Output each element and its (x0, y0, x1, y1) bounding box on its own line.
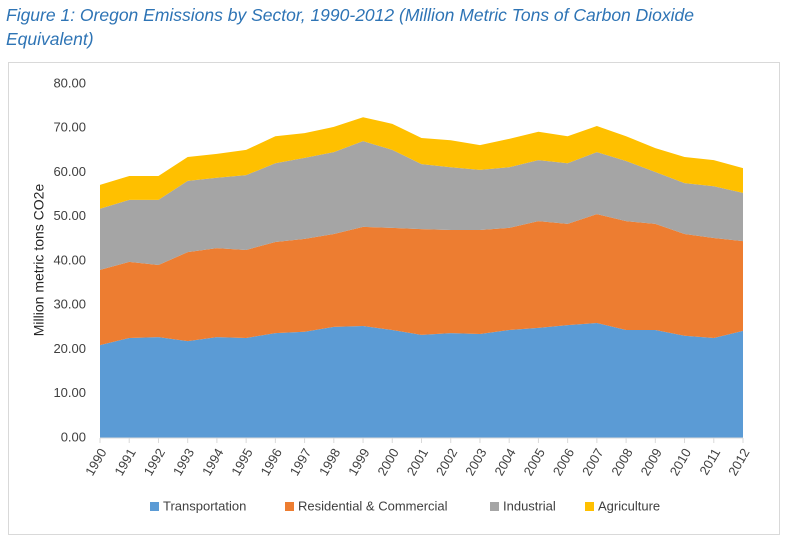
chart-border (8, 62, 780, 535)
x-tick-label: 1992 (141, 446, 168, 479)
y-tick-label: 10.00 (53, 385, 86, 400)
legend-swatch (150, 502, 159, 511)
x-tick-label: 1993 (170, 446, 197, 479)
legend-swatch (490, 502, 499, 511)
x-tick-label: 2005 (521, 446, 548, 479)
chart-title: Figure 1: Oregon Emissions by Sector, 19… (6, 5, 695, 49)
y-tick-label: 30.00 (53, 297, 86, 312)
y-tick-label: 60.00 (53, 164, 86, 179)
y-tick-label: 40.00 (53, 252, 86, 267)
x-tick-label: 1997 (287, 446, 314, 479)
area (100, 322, 743, 438)
x-tick-label: 1994 (199, 446, 226, 479)
x-tick-label: 2004 (491, 446, 518, 479)
y-axis-title: Million metric tons CO2e (31, 184, 47, 337)
legend-swatch (285, 502, 294, 511)
x-tick-label: 2002 (433, 446, 460, 479)
area (100, 141, 743, 270)
x-tick-label: 1996 (257, 446, 284, 479)
x-tick-label: 2009 (637, 446, 664, 479)
x-tick-label: 1995 (228, 446, 255, 479)
area (100, 214, 743, 346)
x-tick-label: 2001 (404, 446, 431, 479)
x-tick-label: 2006 (550, 446, 577, 479)
y-tick-label: 50.00 (53, 208, 86, 223)
legend-label: Transportation (163, 498, 246, 513)
x-tick-label: 2012 (725, 446, 752, 479)
legend-label: Residential & Commercial (298, 498, 448, 513)
y-tick-label: 80.00 (53, 75, 86, 90)
x-tick-label: 1990 (82, 446, 109, 479)
area (100, 117, 743, 209)
x-tick-label: 2010 (667, 446, 694, 479)
legend-label: Agriculture (598, 498, 660, 513)
x-tick-label: 1999 (345, 446, 372, 479)
x-tick-label: 2007 (579, 446, 606, 479)
y-tick-label: 70.00 (53, 120, 86, 135)
x-tick-label: 1991 (111, 446, 138, 479)
x-tick-label: 2011 (696, 446, 723, 478)
x-tick-label: 2008 (608, 446, 635, 479)
x-tick-label: 1998 (316, 446, 343, 479)
legend-swatch (585, 502, 594, 511)
x-tick-label: 2003 (462, 446, 489, 479)
y-tick-label: 0.00 (61, 429, 86, 444)
legend-label: Industrial (503, 498, 556, 513)
y-tick-label: 20.00 (53, 341, 86, 356)
x-tick-label: 2000 (374, 446, 401, 479)
